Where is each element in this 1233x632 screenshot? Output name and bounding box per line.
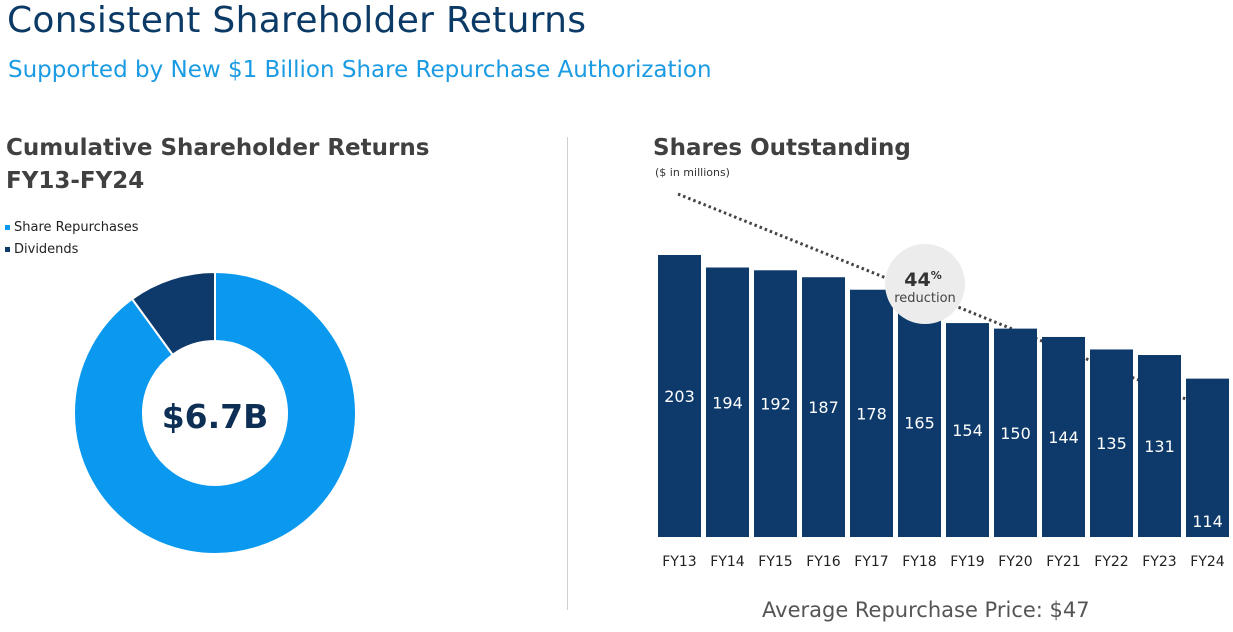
bar-value-label: 131	[1144, 437, 1175, 456]
section-divider	[567, 137, 568, 610]
x-tick-label: FY19	[950, 554, 984, 570]
bar-fy13	[658, 255, 701, 537]
bar-value-label: 135	[1096, 434, 1127, 453]
legend-label-dividends: Dividends	[14, 241, 79, 257]
x-tick-label: FY13	[662, 554, 696, 570]
bar-fy20	[994, 328, 1037, 537]
donut-slice-share-repurchases	[73, 270, 357, 555]
bar-value-label: 150	[1000, 424, 1031, 443]
bar-chart-title: Shares Outstanding	[653, 135, 911, 161]
bar-value-label: 187	[808, 398, 839, 417]
page-title: Consistent Shareholder Returns	[7, 0, 587, 41]
bar-fy19	[946, 323, 989, 537]
bar-fy15	[754, 270, 797, 537]
bar-fy21	[1042, 336, 1085, 537]
bar-value-label: 154	[952, 421, 983, 440]
x-tick-label: FY18	[902, 554, 936, 570]
reduction-value: 44	[904, 269, 930, 291]
bar-value-label: 144	[1048, 428, 1079, 447]
units-note: ($ in millions)	[655, 166, 730, 179]
legend-swatch-share-repurchases	[5, 224, 10, 230]
bar-value-label: 114	[1192, 512, 1223, 531]
reduction-badge-label: reduction	[894, 291, 956, 306]
bar-fy18	[898, 307, 941, 537]
x-tick-label: FY14	[710, 554, 745, 570]
bar-fy16	[802, 277, 845, 537]
donut-title-line1: Cumulative Shareholder Returns	[6, 135, 430, 161]
donut-title-line2: FY13-FY24	[6, 168, 145, 194]
bar-fy23	[1138, 355, 1181, 537]
bar-value-label: 203	[664, 387, 695, 406]
bar-value-label: 165	[904, 413, 935, 432]
x-tick-label: FY15	[758, 554, 792, 570]
x-tick-label: FY21	[1046, 554, 1080, 570]
legend-label-share-repurchases: Share Repurchases	[14, 219, 139, 235]
x-tick-label: FY20	[998, 554, 1032, 570]
bar-chart: 203 FY13 194 FY14 192 FY15 187 FY16 178 FY17 165 FY…	[658, 192, 1229, 570]
bar-value-label: 178	[856, 404, 887, 423]
reduction-badge-circle	[885, 244, 965, 324]
donut-center-label: $6.7B	[162, 397, 269, 436]
x-tick-label: FY23	[1142, 554, 1176, 570]
reduction-badge: 44% reduction	[885, 244, 965, 324]
legend-item-share-repurchases: Share Repurchases	[5, 216, 139, 238]
x-tick-label: FY24	[1190, 554, 1225, 570]
reduction-badge-value: 44%	[904, 269, 941, 291]
page-subtitle: Supported by New $1 Billion Share Repurc…	[8, 57, 712, 83]
legend-swatch-dividends	[5, 246, 10, 252]
bar-fy17	[850, 289, 893, 537]
bar-value-label: 192	[760, 395, 791, 414]
donut-title: Cumulative Shareholder Returns FY13-FY24	[6, 132, 429, 198]
donut-legend: Share Repurchases Dividends	[5, 216, 139, 260]
donut-slice-dividends	[130, 270, 216, 357]
bar-value-label: 194	[712, 393, 743, 412]
reduction-unit: %	[931, 269, 942, 282]
average-repurchase-price: Average Repurchase Price: $47	[762, 598, 1090, 622]
x-tick-label: FY16	[806, 554, 841, 570]
trend-arrow-line	[677, 192, 1204, 408]
bar-fy14	[706, 267, 749, 537]
x-tick-label: FY22	[1094, 554, 1128, 570]
bar-fy24	[1186, 378, 1229, 537]
bar-fy22	[1090, 349, 1133, 537]
donut-chart: $6.7B	[73, 270, 357, 555]
x-tick-label: FY17	[854, 554, 888, 570]
legend-item-dividends: Dividends	[5, 238, 139, 260]
